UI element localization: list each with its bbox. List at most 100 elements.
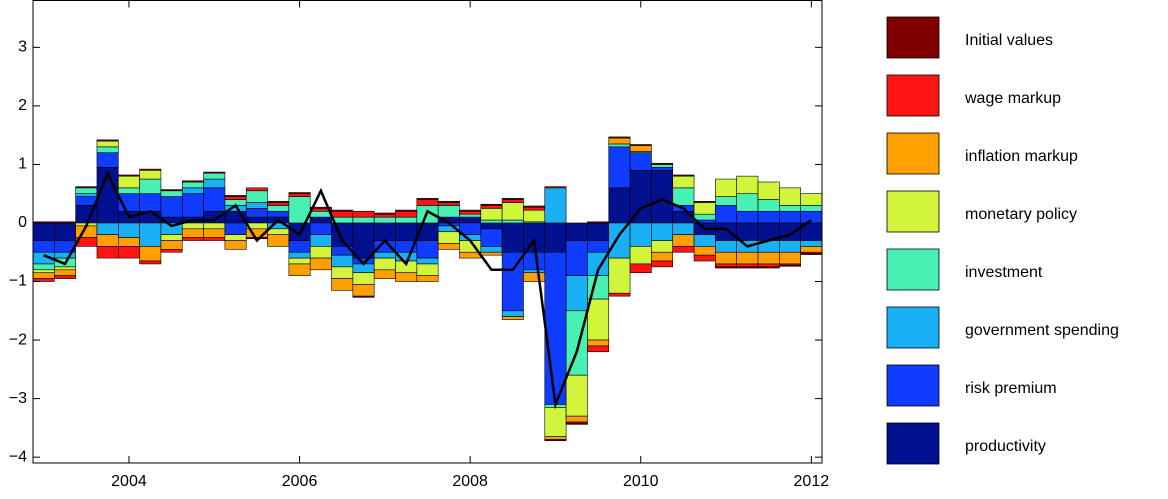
bar-segment	[608, 292, 631, 297]
bar-segment	[480, 205, 503, 209]
bar-segment	[587, 240, 610, 253]
bar-segment	[544, 407, 567, 437]
bar-segment	[608, 146, 631, 189]
bar-segment	[288, 257, 311, 265]
bar-segment	[459, 210, 482, 215]
bar-segment	[96, 152, 119, 168]
bar-segment	[715, 266, 738, 269]
bar-segment	[139, 260, 162, 265]
y-tick-label: −1	[9, 273, 27, 290]
bar-segment	[501, 316, 524, 320]
bar-segment	[309, 216, 332, 224]
bar-segment	[96, 234, 119, 247]
bar-segment	[757, 251, 780, 265]
bar-segment	[181, 180, 204, 183]
bar-segment	[715, 205, 738, 224]
bar-segment	[54, 222, 76, 241]
bar-segment	[267, 234, 290, 247]
bar-segment	[32, 222, 55, 241]
total-line	[43, 170, 813, 410]
bar-segment	[565, 415, 588, 423]
bar-segment	[224, 222, 247, 235]
bar-segment	[373, 251, 396, 259]
bar-segment	[416, 275, 439, 282]
bar-segment	[139, 193, 162, 212]
bar-segment	[203, 187, 226, 212]
legend-swatch	[886, 422, 940, 465]
bar-segment	[501, 219, 524, 224]
bar-segment	[736, 266, 759, 269]
bar-segment	[373, 257, 396, 271]
bar-segment	[416, 263, 439, 276]
bar-segment	[288, 222, 311, 241]
bar-segment	[651, 240, 674, 253]
y-tick-label: −2	[9, 331, 27, 348]
bar-segment	[544, 439, 567, 442]
bar-segment	[32, 240, 55, 253]
bar-segment	[736, 251, 759, 265]
bar-segment	[96, 222, 119, 235]
bar-segment	[437, 205, 460, 218]
bar-segment	[309, 206, 332, 209]
bar-segment	[629, 263, 652, 274]
bar-segment	[651, 162, 674, 165]
bar-segment	[181, 222, 204, 230]
y-tick-label: −3	[9, 390, 27, 407]
bar-segment	[203, 237, 226, 241]
bar-segment	[587, 339, 610, 347]
bar-segment	[267, 202, 290, 206]
bar-segment	[267, 210, 290, 218]
bar-segment	[629, 169, 652, 224]
bar-segment	[693, 213, 716, 221]
bar-segment	[160, 189, 183, 192]
bar-segment	[139, 178, 162, 194]
bar-segment	[480, 251, 503, 256]
bar-segment	[544, 222, 567, 253]
bar-segment	[437, 202, 460, 206]
bar-segment	[757, 181, 780, 200]
bar-segment	[672, 174, 695, 177]
bar-segment	[501, 222, 524, 253]
bar-segment	[779, 240, 801, 253]
bar-segment	[267, 228, 290, 235]
bar-segment	[352, 222, 375, 259]
y-tick-label: 3	[18, 39, 27, 56]
bar-segment	[117, 187, 140, 194]
bar-segment	[715, 251, 738, 265]
bar-segment	[139, 246, 162, 262]
bar-segment	[629, 145, 652, 152]
bar-segment	[331, 254, 354, 268]
bar-segment	[309, 210, 332, 218]
bar-segment	[96, 146, 119, 154]
bar-segment	[523, 269, 546, 274]
bar-segment	[117, 237, 140, 247]
legend-label: government spending	[965, 322, 1119, 339]
bar-segment	[501, 310, 524, 317]
bar-segment	[416, 198, 439, 200]
bar-segment	[651, 164, 674, 168]
bar-segment	[800, 253, 823, 255]
bar-segment	[736, 193, 759, 212]
bar-segment	[117, 222, 140, 238]
bar-segment	[501, 198, 524, 200]
y-tick-label: −4	[9, 448, 27, 465]
bar-segment	[245, 187, 268, 192]
bar-segment	[181, 181, 204, 189]
bar-segment	[139, 168, 162, 171]
x-tick-label: 2010	[623, 473, 659, 490]
bar-segment	[32, 263, 55, 271]
bar-segment	[203, 171, 226, 174]
bar-segment	[523, 272, 546, 282]
bar-segment	[224, 195, 247, 197]
bar-segment	[629, 222, 652, 247]
bar-segment	[779, 187, 801, 206]
bar-segment	[459, 216, 482, 224]
bar-segment	[736, 175, 759, 194]
bar-segment	[117, 246, 140, 259]
bar-segment	[459, 209, 482, 212]
bar-segment	[480, 203, 503, 206]
legend-label: productivity	[965, 438, 1046, 455]
bar-segment	[309, 257, 332, 271]
bar-segment	[459, 251, 482, 259]
